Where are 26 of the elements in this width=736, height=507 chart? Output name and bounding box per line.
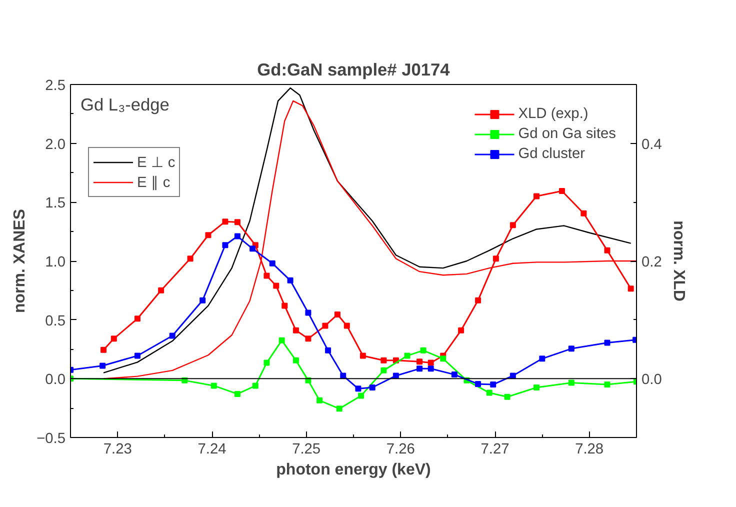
legend-label: XLD (exp.) (518, 106, 588, 122)
y-tick-label: 0.5 (45, 313, 66, 330)
y-tick-label: −0.5 (36, 431, 66, 447)
annotation: Gd L₃-edge (80, 94, 170, 114)
x-tick-label: 7.24 (198, 442, 226, 458)
y-tick-label: 1.0 (45, 254, 66, 270)
chart-title: Gd:GaN sample# J0174 (257, 60, 450, 80)
x-tick-label: 7.27 (480, 442, 510, 458)
y-tick-label: 2.0 (45, 136, 66, 153)
legend-label: E ∥ c (137, 174, 170, 191)
legend-label: Gd cluster (518, 146, 586, 162)
x-tick-label: 7.28 (575, 442, 604, 458)
y2-tick-label: 0.4 (642, 136, 662, 153)
y-axis-title: norm. XANES (12, 208, 29, 314)
x-tick-label: 7.23 (103, 442, 132, 458)
y2-tick-label: 0.2 (642, 254, 662, 270)
x-axis-title: photon energy (keV) (276, 462, 431, 478)
x-tick-label: 7.25 (292, 442, 321, 458)
y2-axis-title: norm. XLD (670, 220, 687, 302)
x-tick-label: 7.26 (386, 442, 415, 458)
y-tick-label: 0.0 (45, 372, 66, 388)
legend-label: Gd on Ga sites (518, 126, 616, 142)
y2-tick-label: 0.0 (642, 372, 662, 388)
legend-label: E ⊥ c (137, 154, 176, 171)
y-tick-label: 1.5 (45, 196, 66, 212)
y-tick-label: 2.5 (45, 78, 66, 94)
